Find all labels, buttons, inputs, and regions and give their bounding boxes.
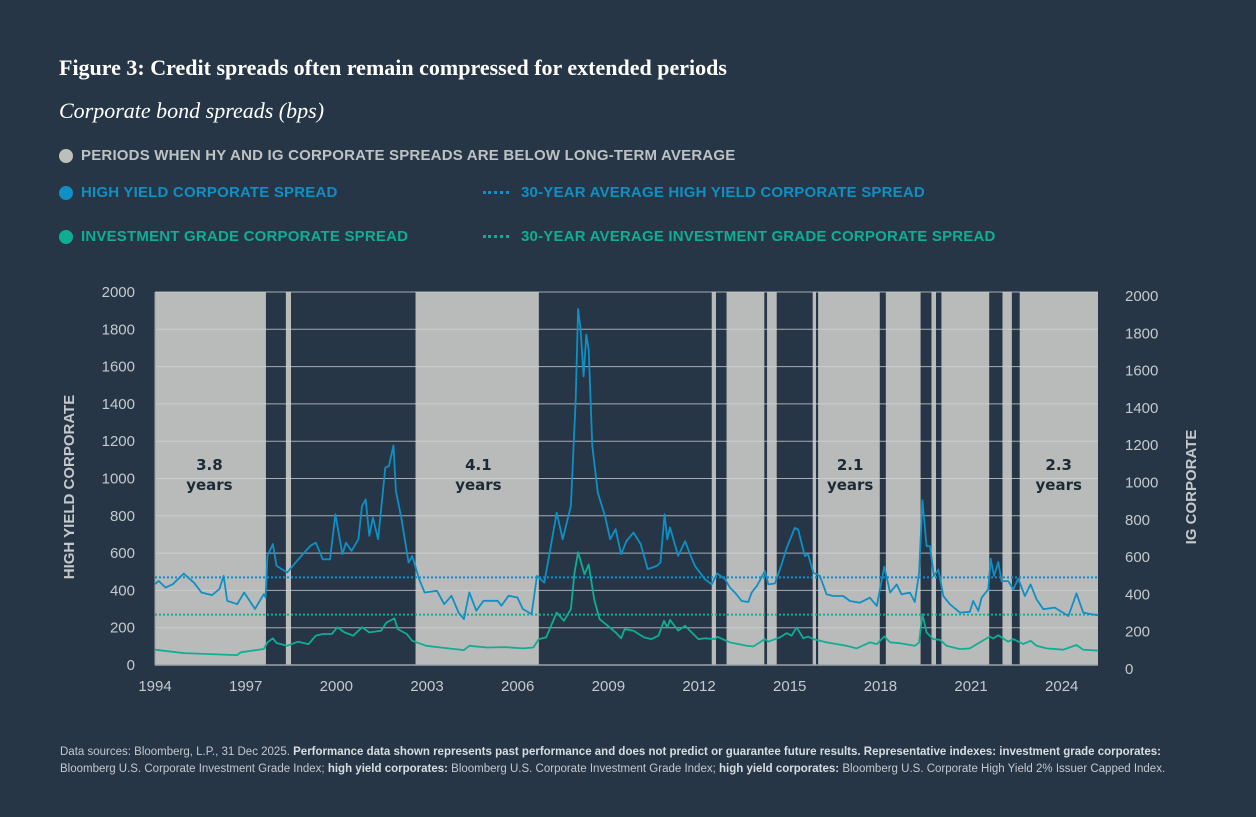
legend-ig-label: INVESTMENT GRADE CORPORATE SPREAD [81,228,409,245]
y-tick-right: 400 [1125,586,1150,603]
ig-swatch-icon [59,229,73,244]
y-axis-title-left: HIGH YIELD CORPORATE [61,395,78,579]
legend-hy: HIGH YIELD CORPORATE SPREAD [59,184,338,201]
y-tick-right: 1200 [1125,437,1158,454]
x-tick: 2021 [954,678,987,695]
y-axis-title-right: IG CORPORATE [1183,430,1200,545]
footer-text: Bloomberg U.S. Corporate Investment Grad… [447,763,719,775]
y-tick-right: 2000 [1125,288,1158,305]
y-tick-left: 1000 [102,471,135,488]
y-tick-right: 800 [1125,512,1150,529]
x-tick: 1994 [138,678,171,695]
y-tick-right: 0 [1125,661,1133,678]
legend-ig-avg-label: 30-YEAR AVERAGE INVESTMENT GRADE CORPORA… [521,228,996,245]
y-tick-left: 600 [110,545,135,562]
footer-text: Bloomberg U.S. Corporate Investment Grad… [60,763,328,775]
y-tick-left: 200 [110,620,135,637]
y-tick-right: 600 [1125,549,1150,566]
x-tick: 2006 [501,678,534,695]
y-tick-right: 1000 [1125,475,1158,492]
legend-shaded-label: PERIODS WHEN HY AND IG CORPORATE SPREADS… [81,147,736,164]
y-tick-right: 200 [1125,624,1150,641]
duration-value: 3.8 [196,456,223,474]
x-tick: 2003 [410,678,443,695]
footer-text: Bloomberg U.S. Corporate High Yield 2% I… [839,763,1166,775]
ig-avg-dotted-line-icon [483,235,509,238]
footer-bold: high yield corporates: [719,763,840,775]
x-tick: 2000 [320,678,353,695]
duration-value: 2.1 [837,456,864,474]
footer-text: Data sources: Bloomberg, L.P., 31 Dec 20… [60,746,294,758]
y-tick-left: 1800 [102,321,135,338]
footer-bold: Performance data shown represents past p… [293,746,1161,758]
y-tick-left: 400 [110,582,135,599]
chart-title: Figure 3: Credit spreads often remain co… [59,55,727,80]
x-tick: 1997 [229,678,262,695]
duration-value: 2.3 [1045,456,1072,474]
x-tick: 2024 [1045,678,1078,695]
x-tick: 2015 [773,678,806,695]
duration-value: 4.1 [465,456,492,474]
legend-ig-avg: 30-YEAR AVERAGE INVESTMENT GRADE CORPORA… [483,228,996,245]
chart-subtitle: Corporate bond spreads (bps) [59,98,325,123]
duration-unit: years [827,476,873,494]
x-tick: 2009 [592,678,625,695]
legend-hy-avg-label: 30-YEAR AVERAGE HIGH YIELD CORPORATE SPR… [521,184,925,201]
duration-unit: years [1036,476,1082,494]
footer-bold: high yield corporates: [327,763,448,775]
shaded-swatch-icon [59,148,73,163]
legend-ig: INVESTMENT GRADE CORPORATE SPREAD [59,228,408,245]
hy-avg-dotted-line-icon [483,191,509,194]
y-tick-left: 1400 [102,396,135,413]
y-tick-right: 1800 [1125,325,1158,342]
x-tick: 2012 [682,678,715,695]
legend-hy-label: HIGH YIELD CORPORATE SPREAD [81,184,338,201]
hy-swatch-icon [59,185,73,200]
duration-unit: years [455,476,501,494]
legend-hy-avg: 30-YEAR AVERAGE HIGH YIELD CORPORATE SPR… [483,184,925,201]
duration-unit: years [186,476,232,494]
legend-shaded: PERIODS WHEN HY AND IG CORPORATE SPREADS… [59,147,735,164]
y-tick-right: 1600 [1125,363,1158,380]
y-tick-right: 1400 [1125,400,1158,417]
y-tick-left: 1200 [102,433,135,450]
ig-spread-line [154,551,1099,656]
hy-spread-line [154,308,1099,620]
footer-sources: Data sources: Bloomberg, L.P., 31 Dec 20… [60,744,1210,778]
y-tick-left: 2000 [102,284,135,301]
y-tick-left: 0 [127,657,135,674]
x-tick: 2018 [864,678,897,695]
y-tick-left: 800 [110,508,135,525]
y-tick-left: 1600 [102,359,135,376]
